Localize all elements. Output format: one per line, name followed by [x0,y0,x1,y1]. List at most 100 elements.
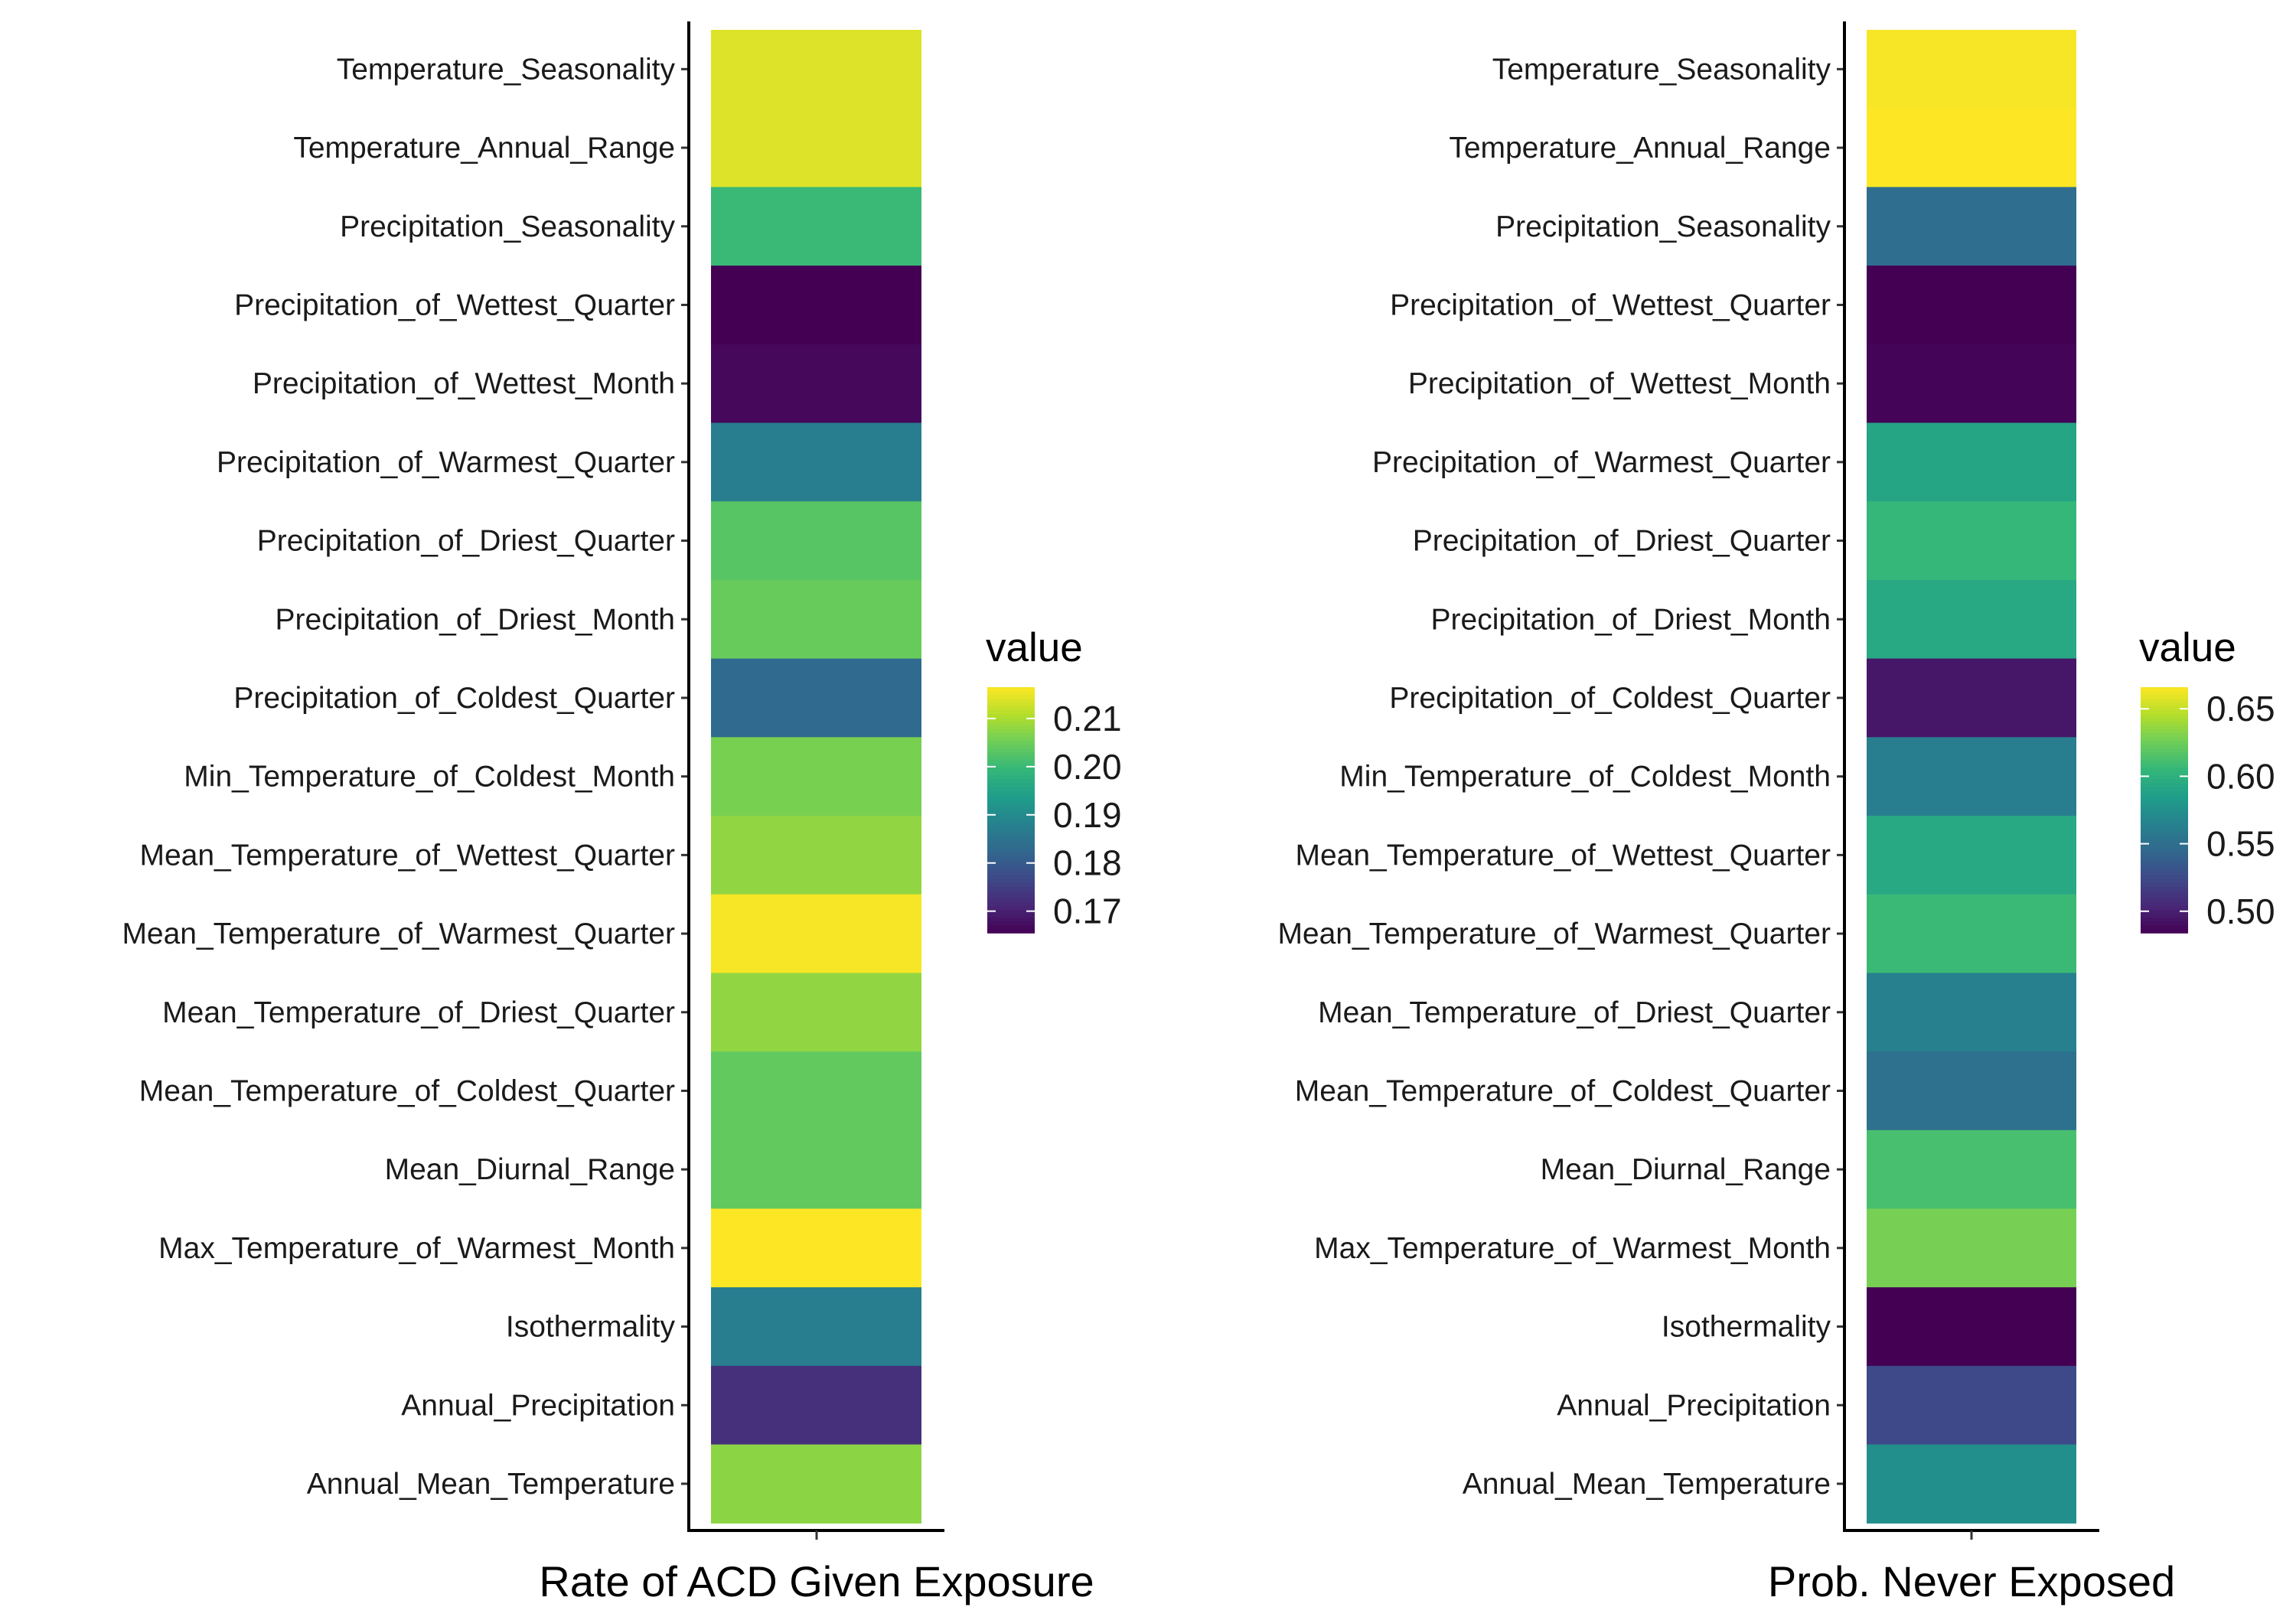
legend-colorbar-segment-1-33 [2141,813,2188,819]
legend-colorbar-segment-0-2 [987,695,1035,699]
heatmap-tile-0-1 [711,108,921,187]
legend-colorbar-segment-1-2 [2141,695,2188,699]
legend-colorbar-segment-0-61 [987,921,1035,926]
legend-colorbar-segment-1-55 [2141,898,2188,903]
legend-colorbar-segment-1-61 [2141,921,2188,926]
y-tick-label-0-7: Precipitation_of_Driest_Month [276,603,675,636]
legend-colorbar-segment-0-35 [987,821,1035,826]
y-tick-label-0-14: Mean_Diurnal_Range [385,1153,675,1186]
legend-colorbar-segment-0-10 [987,725,1035,730]
heatmap-tile-0-14 [711,1129,921,1210]
legend-colorbar-segment-0-43 [987,852,1035,857]
legend-colorbar-segment-0-51 [987,882,1035,888]
heatmap-tile-0-5 [711,422,921,502]
legend-colorbar-segment-1-48 [2141,871,2188,876]
heatmap-tile-1-13 [1867,1051,2076,1131]
legend-colorbar-segment-1-45 [2141,859,2188,865]
heatmap-tile-0-18 [711,1444,921,1524]
y-tick-label-1-14: Mean_Diurnal_Range [1541,1153,1831,1186]
legend-colorbar-segment-0-23 [987,775,1035,781]
legend-colorbar-segment-1-28 [2141,794,2188,800]
heatmap-tile-1-2 [1867,187,2076,266]
legend-colorbar-segment-0-1 [987,691,1035,696]
legend-colorbar-segment-0-12 [987,733,1035,738]
heatmap-tile-0-15 [711,1208,921,1288]
heatmap-tile-1-11 [1867,894,2076,973]
legend-colorbar-segment-1-8 [2141,718,2188,722]
y-tick-label-1-4: Precipitation_of_Wettest_Month [1408,367,1831,400]
legend-colorbar-segment-1-46 [2141,863,2188,869]
legend-colorbar-segment-0-34 [987,817,1035,823]
legend-colorbar-segment-0-55 [987,898,1035,903]
legend-colorbar-segment-0-5 [987,706,1035,711]
legend-colorbar-segment-1-54 [2141,894,2188,899]
legend-colorbar-segment-0-40 [987,840,1035,846]
legend-colorbar-segment-0-3 [987,699,1035,703]
legend-colorbar-segment-1-0 [2141,687,2188,692]
legend-colorbar-segment-0-45 [987,859,1035,865]
legend-colorbar-segment-0-47 [987,867,1035,872]
y-tick-label-1-1: Temperature_Annual_Range [1449,132,1831,165]
heatmap-tile-1-15 [1867,1208,2076,1288]
y-tick-label-0-4: Precipitation_of_Wettest_Month [253,367,675,400]
heatmap-tile-1-5 [1867,422,2076,502]
legend-tick-label-1-2: 0.60 [2206,756,2275,796]
legend-colorbar-segment-0-60 [987,917,1035,922]
legend-colorbar-segment-0-49 [987,875,1035,880]
legend-title-1: value [2139,625,2236,670]
legend-colorbar-segment-1-39 [2141,836,2188,842]
legend-colorbar-segment-0-42 [987,848,1035,853]
legend-colorbar-segment-1-53 [2141,890,2188,895]
legend-colorbar-segment-0-56 [987,901,1035,907]
legend-colorbar-segment-1-35 [2141,821,2188,826]
y-tick-label-0-15: Max_Temperature_of_Warmest_Month [158,1232,675,1265]
heatmap-tile-1-9 [1867,737,2076,817]
heatmap-tile-0-10 [711,816,921,895]
legend-colorbar-segment-1-7 [2141,714,2188,719]
y-tick-label-0-11: Mean_Temperature_of_Warmest_Quarter [122,918,675,950]
legend-colorbar-segment-1-44 [2141,856,2188,861]
legend-colorbar-segment-1-21 [2141,768,2188,773]
legend-colorbar-segment-1-27 [2141,790,2188,796]
y-tick-label-1-12: Mean_Temperature_of_Driest_Quarter [1318,996,1831,1029]
legend-colorbar-segment-0-31 [987,806,1035,811]
legend-colorbar-segment-1-41 [2141,844,2188,849]
y-tick-label-1-17: Annual_Precipitation [1557,1389,1831,1422]
legend-colorbar-segment-0-37 [987,829,1035,834]
y-tick-label-0-18: Annual_Mean_Temperature [307,1468,675,1501]
legend-colorbar-segment-1-26 [2141,787,2188,792]
legend-colorbar-segment-0-20 [987,764,1035,769]
heatmap-tile-1-10 [1867,816,2076,895]
legend-colorbar-segment-1-3 [2141,699,2188,703]
heatmap-tile-1-7 [1867,579,2076,660]
y-tick-label-0-16: Isothermality [506,1311,676,1344]
legend-colorbar-segment-1-47 [2141,867,2188,872]
legend-colorbar-segment-1-6 [2141,710,2188,715]
legend-colorbar-segment-1-49 [2141,875,2188,880]
legend-colorbar-segment-0-13 [987,737,1035,742]
y-tick-label-1-10: Mean_Temperature_of_Wettest_Quarter [1296,839,1831,872]
legend-colorbar-segment-1-32 [2141,810,2188,815]
legend-colorbar-segment-1-12 [2141,733,2188,738]
legend-colorbar-segment-1-1 [2141,691,2188,696]
legend-colorbar-segment-1-59 [2141,913,2188,918]
legend-colorbar-segment-0-18 [987,756,1035,761]
legend-colorbar-segment-1-19 [2141,760,2188,765]
legend-colorbar-segment-1-52 [2141,886,2188,892]
y-tick-label-1-9: Min_Temperature_of_Coldest_Month [1339,761,1831,794]
legend-colorbar-segment-1-20 [2141,764,2188,769]
legend-tick-label-0-4: 0.21 [1053,699,1122,738]
legend-colorbar-segment-0-0 [987,687,1035,692]
legend-colorbar-segment-0-58 [987,909,1035,914]
legend-colorbar-segment-1-63 [2141,928,2188,934]
legend-colorbar-segment-1-29 [2141,798,2188,804]
legend-colorbar-segment-1-58 [2141,909,2188,914]
legend-colorbar-segment-0-59 [987,913,1035,918]
legend-colorbar-segment-1-10 [2141,725,2188,730]
y-tick-label-0-6: Precipitation_of_Driest_Quarter [257,525,675,558]
legend-colorbar-segment-1-18 [2141,756,2188,761]
legend-colorbar-segment-0-25 [987,783,1035,788]
heatmap-tile-1-14 [1867,1129,2076,1210]
legend-colorbar-segment-1-16 [2141,748,2188,754]
legend-colorbar-segment-0-44 [987,856,1035,861]
